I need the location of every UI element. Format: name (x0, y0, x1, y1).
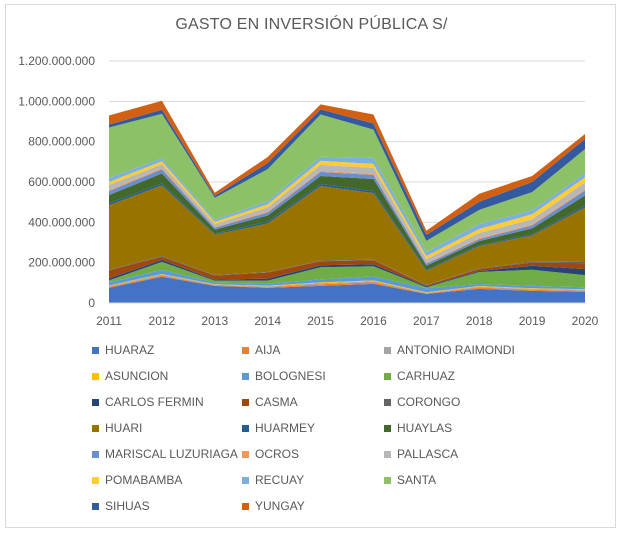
legend-label: RECUAY (255, 473, 305, 487)
y-tick-label: 600.000.000 (28, 175, 95, 189)
axes: 0 200.000.000 400.000.000 600.000.000 800.00… (18, 54, 598, 328)
y-tick-label: 1.000.000.000 (18, 94, 95, 108)
legend-swatch (384, 346, 391, 354)
legend-item: CORONGO (384, 394, 460, 410)
legend-label: PALLASCA (397, 447, 459, 461)
legend-label: HUAYLAS (397, 421, 453, 435)
legend-label: BOLOGNESI (255, 369, 326, 383)
y-tick-label: 1.200.000.000 (18, 54, 95, 68)
legend-swatch (242, 476, 249, 484)
legend-label: CORONGO (397, 395, 461, 409)
area-series-casma (109, 256, 585, 287)
y-tick-label: 400.000.000 (28, 215, 95, 229)
legend-label: AIJA (255, 343, 281, 357)
legend-item: AIJA (242, 342, 280, 358)
legend-item: HUARAZ (92, 342, 154, 358)
area-series-huaraz (109, 276, 585, 303)
legend-swatch (92, 450, 99, 458)
chart-title: GASTO EN INVERSIÓN PÚBLICA S/ (175, 16, 448, 33)
legend-item: OCROS (242, 446, 299, 462)
legend-swatch (242, 424, 249, 432)
legend-swatch (92, 502, 99, 510)
x-tick-label: 2014 (254, 314, 281, 328)
area-series-santa (109, 113, 585, 252)
area-series-pomabamba (109, 160, 585, 260)
legend-item: HUARI (92, 420, 142, 436)
area-series-huari (109, 185, 585, 285)
x-tick-label: 2012 (149, 314, 176, 328)
legend-item: YUNGAY (242, 498, 305, 514)
x-tick-label: 2020 (572, 314, 599, 328)
x-tick-label: 2013 (201, 314, 228, 328)
legend-item: ASUNCION (92, 368, 168, 384)
x-tick-label: 2019 (519, 314, 546, 328)
legend-swatch (92, 424, 99, 432)
legend-swatch (242, 346, 249, 354)
legend-label: HUARAZ (105, 343, 155, 357)
legend-label: ASUNCION (105, 369, 169, 383)
legend-label: SANTA (397, 473, 437, 487)
area-series-aija (109, 275, 585, 294)
legend-label: SIHUAS (105, 499, 150, 513)
legend-item: SIHUAS (92, 498, 150, 514)
legend-swatch (384, 476, 391, 484)
legend-item: RECUAY (242, 472, 304, 488)
y-tick-label: 800.000.000 (28, 135, 95, 149)
x-tick-label: 2017 (413, 314, 440, 328)
legend-item: HUARMEY (242, 420, 315, 436)
legend-item: CARHUAZ (384, 368, 455, 384)
legend-item: BOLOGNESI (242, 368, 326, 384)
x-tick-label: 2016 (360, 314, 387, 328)
legend-item: MARISCAL LUZURIAGA (92, 446, 238, 462)
area-series-huaylas (109, 173, 585, 270)
legend-swatch (384, 372, 391, 380)
area-series-recuay (109, 156, 585, 257)
legend-swatch (384, 424, 391, 432)
area-series-carhuaz (109, 261, 585, 289)
legend-swatch (242, 450, 249, 458)
legend-item: CASMA (242, 394, 298, 410)
stacked-area-plot: 0 200.000.000 400.000.000 600.000.000 800.00… (18, 54, 598, 328)
legend-item: SANTA (384, 472, 436, 488)
legend-item: ANTONIO RAIMONDI (384, 342, 515, 358)
area-series-bolognesi (109, 269, 585, 293)
legend-label: CASMA (255, 395, 298, 409)
legend-label: CARHUAZ (397, 369, 456, 383)
legend-label: HUARI (105, 421, 143, 435)
legend-label: POMABAMBA (105, 473, 183, 487)
legend-label: ANTONIO RAIMONDI (397, 343, 515, 357)
legend-item: POMABAMBA (92, 472, 182, 488)
area-series-group (109, 100, 585, 303)
legend-label: YUNGAY (255, 499, 305, 513)
area-series-asuncion (109, 273, 585, 293)
legend-swatch (242, 398, 249, 406)
legend-swatch (242, 502, 249, 510)
legend-swatch (384, 398, 391, 406)
legend-item: HUAYLAS (384, 420, 452, 436)
legend-swatch (92, 346, 99, 354)
legend-item: CARLOS FERMIN (92, 394, 204, 410)
area-series-carlos-fermin (109, 259, 585, 288)
x-tick-label: 2011 (96, 314, 122, 328)
legend-item: PALLASCA (384, 446, 458, 462)
area-series-mariscal-luzuriaga (109, 169, 585, 266)
legend-label: CARLOS FERMIN (105, 395, 204, 409)
area-series-pallasca (109, 164, 585, 264)
legend-label: OCROS (255, 447, 300, 461)
legend-label: HUARMEY (255, 421, 316, 435)
legend-swatch (384, 450, 391, 458)
legend-swatch (242, 372, 249, 380)
x-tick-label: 2015 (307, 314, 334, 328)
legend-swatch (92, 476, 99, 484)
x-tick-label: 2018 (466, 314, 493, 328)
legend-label: MARISCAL LUZURIAGA (105, 447, 238, 461)
y-tick-label: 200.000.000 (28, 256, 95, 270)
y-tick-label: 0 (88, 296, 95, 310)
legend-swatch (92, 398, 99, 406)
legend-swatch (92, 372, 99, 380)
area-series-antonio-raimondi (109, 274, 585, 294)
